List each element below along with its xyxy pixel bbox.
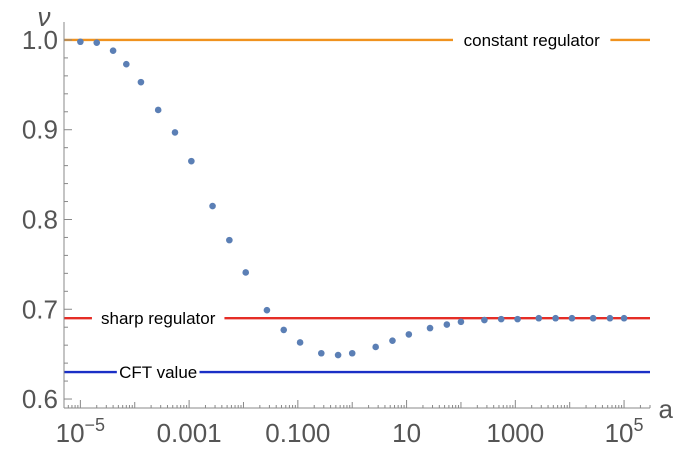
data-point — [263, 306, 271, 314]
y-tick-label: 0.6 — [22, 384, 58, 414]
data-point — [171, 129, 179, 136]
x-tick-label: 0.100 — [265, 418, 330, 448]
data-point — [589, 314, 597, 322]
data-point — [109, 47, 117, 55]
reference-label-bg — [116, 360, 200, 383]
y-axis-title: ν — [38, 2, 51, 32]
x-tick-label: 105 — [605, 415, 644, 448]
data-point — [317, 349, 325, 357]
data-point — [348, 349, 356, 357]
reference-label: sharp regulator — [101, 309, 216, 328]
data-point — [568, 314, 576, 322]
data-point — [188, 157, 195, 165]
data-point — [552, 314, 559, 322]
reference-label: CFT value — [119, 363, 197, 382]
data-point — [226, 236, 233, 244]
reference-label: constant regulator — [464, 31, 600, 50]
data-point — [606, 314, 614, 322]
data-point — [389, 337, 396, 344]
x-tick-exponent: −5 — [85, 415, 106, 435]
data-point — [443, 321, 451, 328]
data-point — [77, 38, 84, 46]
reference-labels: constant regulator sharp regulator CFT val… — [91, 27, 611, 383]
x-tick-label: 10 — [392, 418, 421, 448]
data-point — [209, 202, 216, 210]
data-point — [497, 315, 505, 323]
reference-label-bg — [91, 306, 225, 329]
y-tick-label: 1.0 — [22, 25, 58, 55]
data-point — [457, 318, 465, 326]
data-point — [372, 343, 379, 351]
x-axis-title: a — [659, 394, 674, 424]
data-point — [93, 39, 101, 46]
data-point — [296, 339, 304, 346]
data-point — [242, 269, 250, 276]
data-point — [514, 315, 521, 323]
data-point — [620, 314, 628, 322]
data-point — [426, 324, 434, 332]
data-points — [77, 38, 628, 359]
x-tick-label: 10−5 — [56, 415, 105, 448]
y-tick-label: 0.9 — [22, 115, 58, 145]
x-tick-label: 1000 — [486, 418, 544, 448]
data-point — [334, 351, 342, 359]
reference-label-bg — [452, 27, 611, 50]
y-tick-label: 0.7 — [22, 294, 58, 324]
data-point — [154, 106, 162, 114]
x-tick-label: 0.001 — [157, 418, 222, 448]
data-point — [280, 326, 288, 334]
x-tick-exponent: 5 — [634, 415, 644, 435]
data-point — [137, 78, 145, 86]
y-tick-label: 0.8 — [22, 204, 58, 234]
data-point — [535, 314, 543, 322]
data-point — [123, 60, 130, 68]
data-point — [481, 316, 488, 324]
data-point — [405, 331, 413, 338]
